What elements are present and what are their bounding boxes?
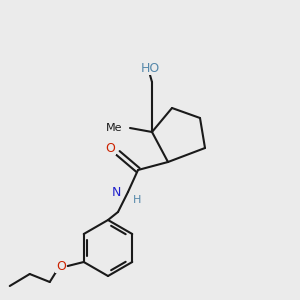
Text: N: N [112, 185, 121, 199]
Text: Me: Me [106, 123, 122, 133]
Text: HO: HO [140, 61, 160, 74]
Text: O: O [105, 142, 115, 154]
Text: H: H [133, 195, 141, 205]
Text: O: O [56, 260, 66, 272]
